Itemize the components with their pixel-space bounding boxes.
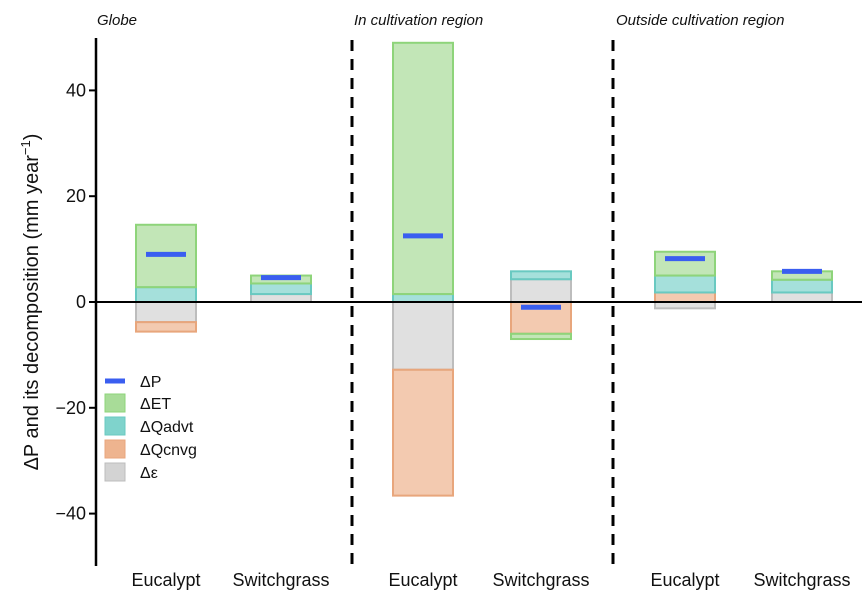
legend-label-dQadvt: ΔQadvt [140,419,194,436]
category-label-globe-eucalypt: Eucalypt [131,570,200,590]
panel-title-in-cultivation: In cultivation region [354,12,483,29]
bar-segment-deps-0-1-0 [250,293,312,304]
y-axis-title: ΔP and its decomposition (mm year−1) [18,134,43,471]
bar-segment-dQadvt-1-3-1 [510,270,572,281]
y-axis-title-main: ΔP and its decomposition (mm year [21,155,43,471]
bar-segment-dQcnvg-1-2-3 [392,368,454,497]
legend-key-dQadvt [104,416,126,436]
legend-key-dET [104,393,126,413]
legend-label-deps: Δε [140,465,158,482]
y-tick-label-3: −20 [55,398,86,418]
category-label-outside-eucalypt: Eucalypt [650,570,719,590]
legend-key-dQcnvg [104,439,126,459]
bar-segment-dQadvt-2-4-1 [654,274,716,294]
y-tick-label-4: −40 [55,504,86,524]
panel-title-globe: Globe [97,12,137,29]
legend-label-dET: ΔET [140,396,171,413]
y-tick-label-0: 40 [66,80,86,100]
bar-segment-dQadvt-0-1-1 [250,282,312,296]
bar-segment-dQadvt-2-5-1 [771,278,833,294]
legend-label-dP: ΔP [140,374,161,391]
plot-area [135,41,833,497]
bar-segment-deps-2-5-0 [771,291,833,303]
category-label-in-eucalypt: Eucalypt [388,570,457,590]
y-tick-label-2: 0 [76,292,86,312]
bar-segment-dET-1-2-1 [392,41,454,296]
legend-label-dQcnvg: ΔQcnvg [140,442,197,459]
panel-title-outside-cultivation: Outside cultivation region [616,12,784,29]
bar-segment-dQadvt-1-2-0 [392,293,454,304]
bar-segment-deps-1-2-2 [392,301,454,371]
legend-key-deps [104,462,126,482]
y-axis-title-superscript: −1 [18,140,33,155]
bar-segment-deps-1-3-0 [510,278,572,303]
y-axis-title-close: ) [21,134,43,141]
bar-segment-dQcnvg-2-4-0 [654,291,716,303]
category-label-globe-switchgrass: Switchgrass [232,570,329,590]
y-tick-label-1: 20 [66,186,86,206]
legend: ΔP ΔET ΔQadvt ΔQcnvg Δε [104,374,197,482]
bar-segment-dET-2-4-2 [654,250,716,277]
bar-segment-dET-1-3-3 [510,332,572,341]
bar-segment-deps-0-0-2 [135,301,197,324]
bar-segment-dQadvt-0-0-0 [135,286,197,303]
bar-segment-dQcnvg-0-0-3 [135,321,197,333]
category-label-outside-switchgrass: Switchgrass [753,570,850,590]
category-label-in-switchgrass: Switchgrass [492,570,589,590]
